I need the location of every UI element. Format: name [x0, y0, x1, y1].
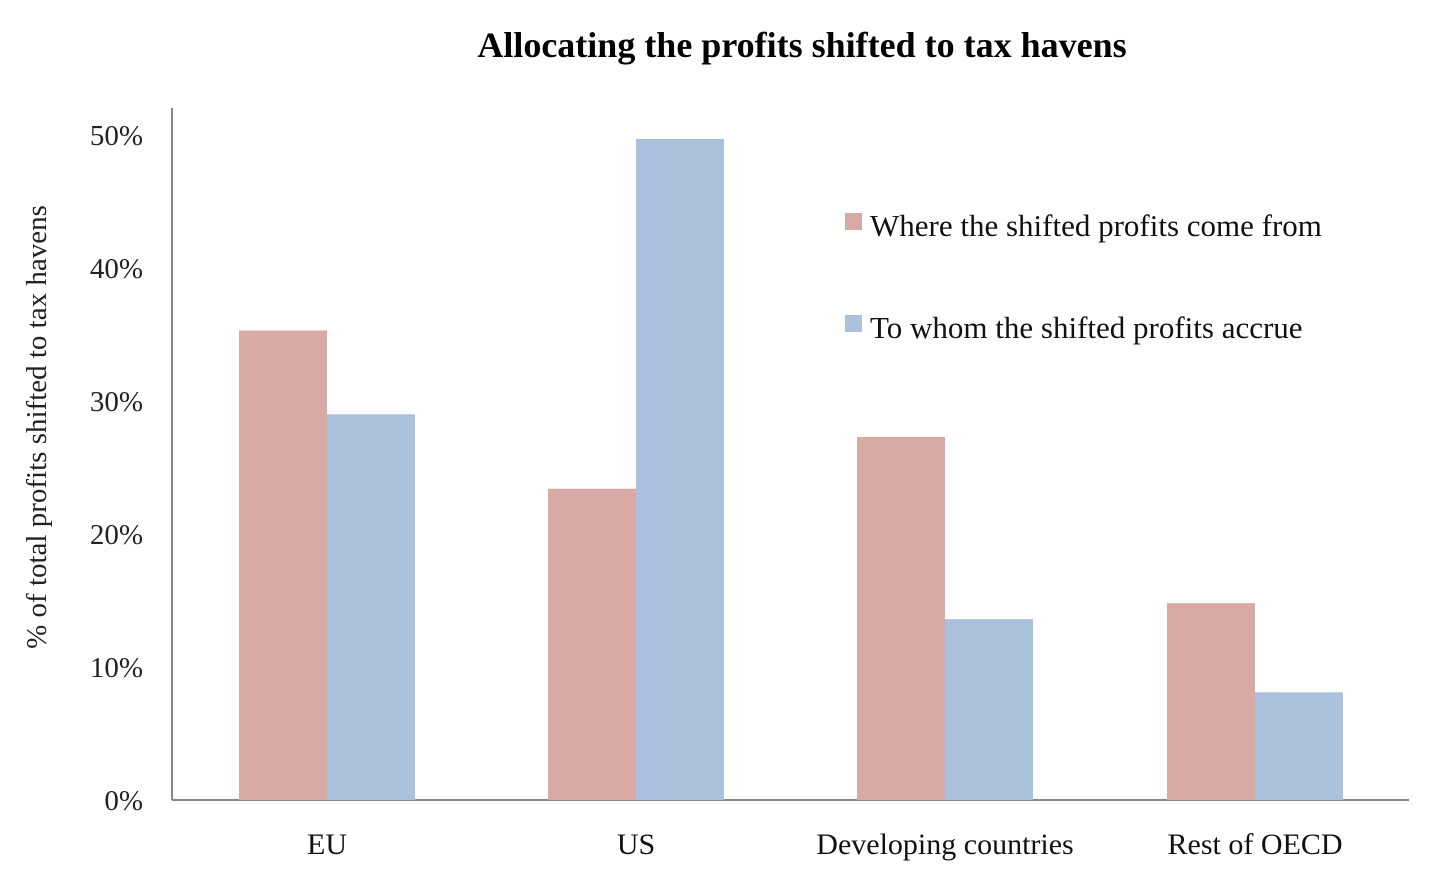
x-tick-label: Developing countries — [816, 828, 1073, 861]
bar-rest-of-oecd-series-2 — [1255, 692, 1343, 800]
x-tick-labels: EU US Developing countries Rest of OECD — [307, 828, 1343, 861]
y-tick-label: 0% — [104, 785, 143, 817]
y-tick-label: 50% — [90, 120, 143, 152]
y-tick-label: 20% — [90, 519, 143, 551]
y-tick-labels: 0% 10% 20% 30% 40% 50% — [90, 120, 143, 817]
bar-developing-countries-series-1 — [857, 436, 945, 800]
chart-title: Allocating the profits shifted to tax ha… — [477, 25, 1126, 65]
y-axis-label: % of total profits shifted to tax havens — [21, 205, 53, 649]
bar-eu-series-1 — [239, 330, 327, 800]
bar-us-series-1 — [548, 488, 636, 800]
legend-swatch — [845, 213, 862, 230]
bar-eu-series-2 — [327, 414, 415, 800]
bars — [239, 138, 1343, 801]
y-tick-label: 40% — [90, 253, 143, 285]
legend-label: Where the shifted profits come from — [870, 208, 1322, 243]
x-tick-label: EU — [307, 828, 347, 861]
bar-rest-of-oecd-series-1 — [1167, 603, 1255, 800]
legend: Where the shifted profits come from To wh… — [845, 208, 1322, 345]
legend-label: To whom the shifted profits accrue — [870, 310, 1303, 345]
x-tick-label: Rest of OECD — [1168, 828, 1343, 861]
bar-us-series-2 — [636, 138, 724, 801]
bar-developing-countries-series-2 — [945, 619, 1033, 800]
x-tick-label: US — [617, 828, 655, 861]
legend-swatch — [845, 315, 862, 332]
y-tick-label: 10% — [90, 652, 143, 684]
y-tick-label: 30% — [90, 386, 143, 418]
